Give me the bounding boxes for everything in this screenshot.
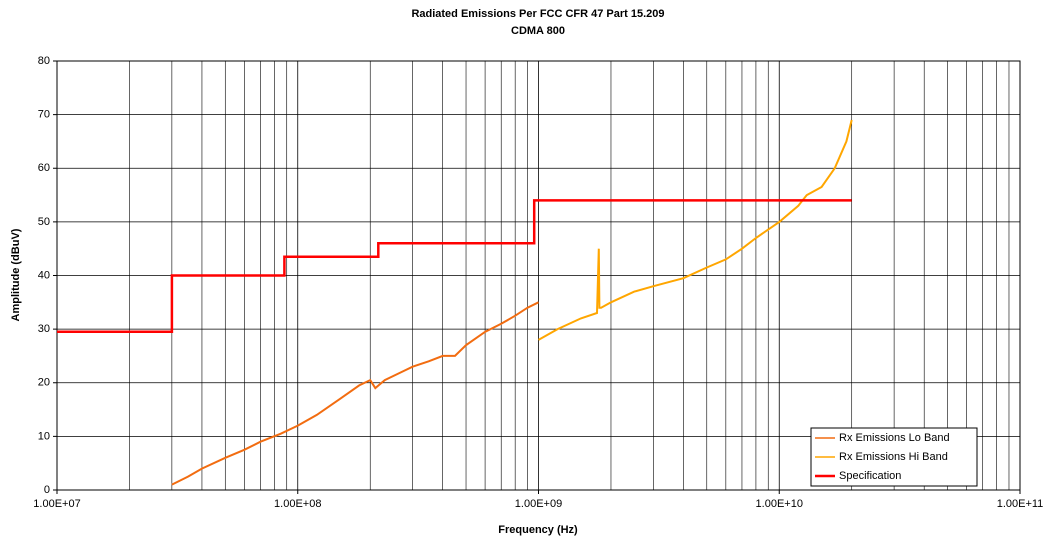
legend-label: Specification: [839, 470, 901, 482]
series-line: [57, 199, 852, 334]
y-tick-label: 0: [44, 484, 50, 496]
y-tick-label: 70: [38, 109, 50, 121]
y-tick-label: 40: [38, 269, 50, 281]
x-axis-label: Frequency (Hz): [498, 524, 578, 536]
legend-label: Rx Emissions Hi Band: [839, 451, 948, 463]
y-axis-label: Amplitude (dBuV): [10, 228, 22, 321]
chart-subtitle: CDMA 800: [511, 25, 565, 37]
plot-frame: [56, 60, 1021, 491]
series-line: [171, 301, 539, 486]
y-tick-label: 20: [38, 377, 50, 389]
y-tick-label: 10: [38, 430, 50, 442]
y-tick-label: 30: [38, 323, 50, 335]
y-tick-label: 60: [38, 162, 50, 174]
legend-label: Rx Emissions Lo Band: [839, 432, 950, 444]
chart-title: Radiated Emissions Per FCC CFR 47 Part 1…: [411, 8, 664, 20]
x-tick-label: 1.00E+10: [756, 498, 803, 510]
x-tick-label: 1.00E+07: [33, 498, 80, 510]
series-line: [538, 119, 853, 341]
y-tick-label: 80: [38, 55, 50, 67]
x-tick-label: 1.00E+11: [997, 498, 1044, 510]
y-tick-label: 50: [38, 216, 50, 228]
legend-box: [810, 427, 978, 487]
x-tick-label: 1.00E+08: [274, 498, 321, 510]
x-tick-label: 1.00E+09: [515, 498, 562, 510]
